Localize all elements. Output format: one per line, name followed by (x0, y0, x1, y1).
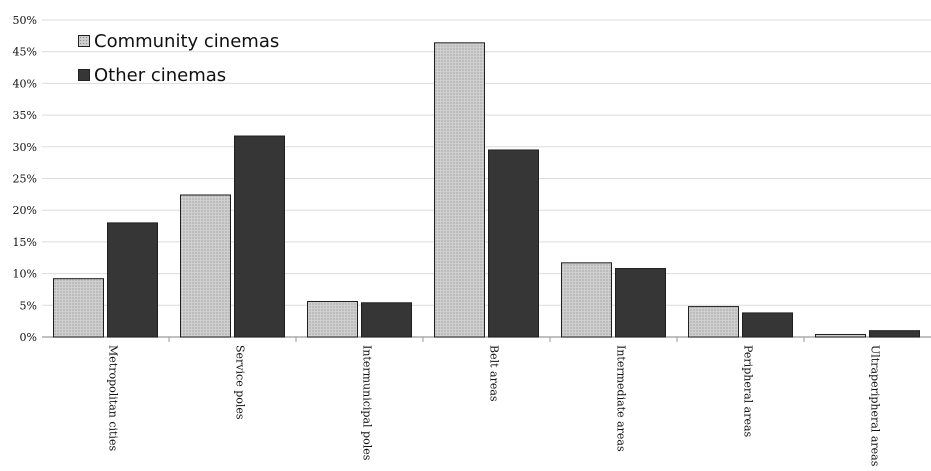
bar-layer (53, 42, 920, 338)
x-category-label: Metropolitan cities (107, 345, 120, 451)
y-tick-label: 0% (20, 331, 37, 344)
legend-item-community: Community cinemas (78, 24, 279, 58)
y-tick-label: 15% (13, 236, 37, 249)
y-tick-label: 45% (13, 46, 37, 59)
y-tick-label: 30% (13, 141, 37, 154)
legend-label-other: Other cinemas (94, 64, 227, 86)
y-tick-label: 5% (20, 299, 37, 312)
other-cinemas-bar (234, 135, 285, 338)
other-cinemas-bar (615, 268, 666, 338)
axis-layer: 0% 5% 10% 15% 20% 25% 30% 35% 40% 45% 50% (13, 14, 805, 344)
community-cinemas-bar (180, 194, 231, 338)
x-category-label: Intermunicipal poles (361, 345, 374, 461)
x-category-label: Intermediate areas (615, 345, 628, 452)
other-cinemas-bar (107, 222, 158, 338)
x-category-label: Ultraperipheral areas (869, 345, 882, 467)
community-swatch (78, 35, 90, 47)
y-tick-label: 40% (13, 77, 37, 90)
other-cinemas-bar (869, 330, 920, 338)
x-category-label: Peripheral areas (742, 345, 755, 438)
other-cinemas-bar (742, 312, 793, 338)
y-tick-label: 35% (13, 109, 37, 122)
other-cinemas-bar (488, 149, 539, 338)
community-cinemas-bar (815, 333, 866, 338)
legend-item-other: Other cinemas (78, 58, 279, 92)
community-cinemas-bar (434, 42, 485, 338)
community-cinemas-bar (561, 262, 612, 338)
community-cinemas-bar (307, 300, 358, 338)
legend-label-community: Community cinemas (94, 30, 280, 52)
y-tick-label: 50% (13, 14, 37, 27)
x-category-label: Service poles (234, 345, 247, 420)
x-category-label: Belt areas (488, 345, 501, 402)
chart-legend: Community cinemas Other cinemas (78, 24, 279, 92)
community-cinemas-bar (688, 306, 739, 338)
community-cinemas-bar (53, 278, 104, 338)
label-layer: Metropolitan cities Service poles Intermun… (107, 345, 882, 467)
other-cinemas-bar (361, 302, 412, 338)
y-tick-label: 25% (13, 173, 37, 186)
y-tick-label: 10% (13, 268, 37, 281)
y-tick-label: 20% (13, 204, 37, 217)
other-swatch (78, 69, 90, 81)
